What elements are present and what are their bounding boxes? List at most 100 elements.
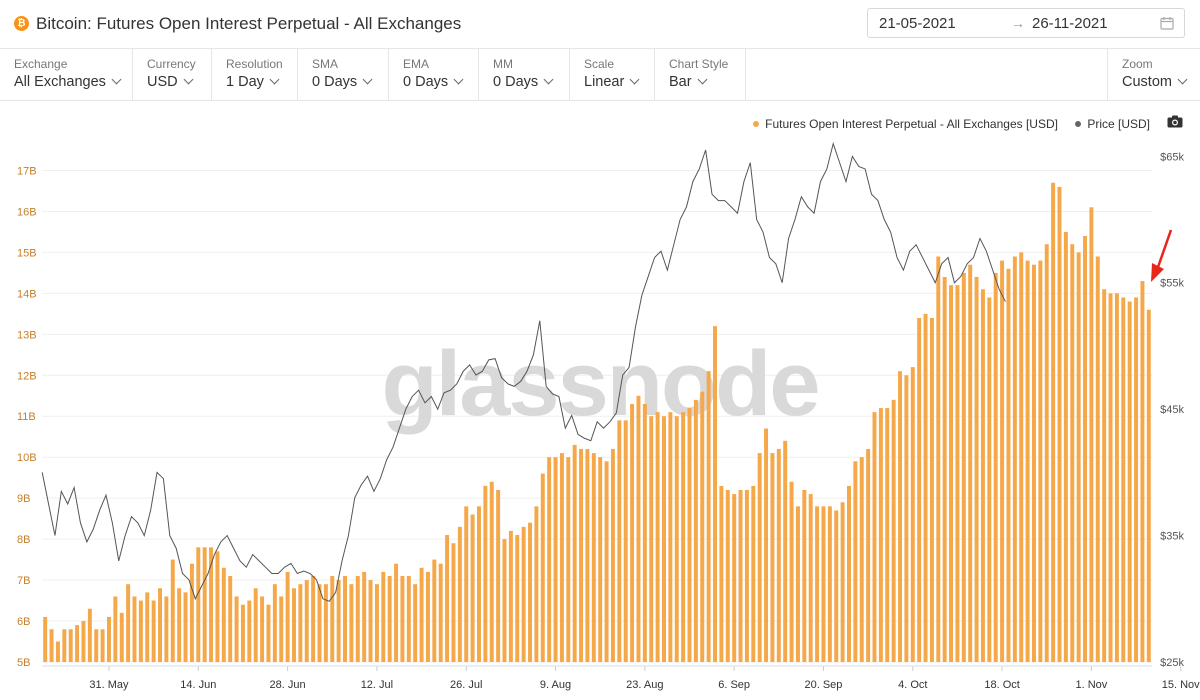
oi-bar bbox=[1127, 301, 1132, 662]
chart-canvas: glassnode 5B 6B 7B 8B 9B 10B 11B 12B 13B 14B 15B 16… bbox=[17, 141, 1200, 691]
legend-item-oi[interactable]: Futures Open Interest Perpetual - All Ex… bbox=[753, 117, 1058, 131]
oi-bar bbox=[853, 461, 858, 662]
oi-bar bbox=[381, 571, 386, 662]
oi-bar bbox=[891, 399, 896, 662]
oi-bar bbox=[1057, 186, 1062, 663]
chart-style-dropdown[interactable]: Chart Style Bar bbox=[655, 48, 746, 100]
date-from[interactable]: 21-05-2021 bbox=[879, 15, 956, 32]
oi-bar bbox=[177, 588, 182, 662]
oi-bar bbox=[655, 412, 660, 662]
oi-bar bbox=[974, 276, 979, 662]
sma-dropdown[interactable]: SMA 0 Days bbox=[298, 48, 389, 100]
legend-dot-oi bbox=[753, 121, 760, 127]
oi-bar bbox=[1114, 293, 1119, 662]
oi-bar bbox=[419, 567, 424, 662]
y-left-tick: 15B bbox=[17, 247, 37, 259]
oi-bar bbox=[1121, 297, 1126, 662]
oi-bar bbox=[349, 584, 354, 662]
oi-bar bbox=[81, 621, 86, 662]
oi-bar bbox=[936, 256, 941, 662]
oi-bar bbox=[107, 616, 111, 662]
oi-bar bbox=[968, 264, 973, 662]
legend-label-price: Price [USD] bbox=[1087, 117, 1150, 131]
watermark-text: glassnode bbox=[381, 333, 818, 435]
oi-bar bbox=[221, 567, 226, 662]
date-to[interactable]: 26-11-2021 bbox=[1032, 15, 1108, 32]
chart-style-value: Bar bbox=[669, 74, 692, 90]
oi-bar bbox=[170, 559, 175, 662]
calendar-icon[interactable] bbox=[1160, 16, 1174, 30]
oi-bar bbox=[757, 453, 762, 662]
chevron-down-icon bbox=[453, 74, 464, 85]
chart-style-label: Chart Style bbox=[669, 57, 729, 71]
y-right-tick: $25k bbox=[1160, 657, 1184, 669]
x-tick-label: 4. Oct bbox=[898, 679, 927, 691]
x-tick-label: 23. Aug bbox=[626, 679, 663, 691]
chevron-down-icon bbox=[111, 74, 122, 85]
oi-bar bbox=[260, 596, 265, 662]
zoom-value: Custom bbox=[1122, 74, 1172, 90]
oi-bar bbox=[1032, 264, 1036, 662]
mm-dropdown[interactable]: MM 0 Days bbox=[479, 48, 570, 100]
oi-bar bbox=[566, 457, 571, 662]
oi-bar bbox=[75, 625, 80, 662]
oi-bar bbox=[387, 575, 392, 662]
oi-bar bbox=[1051, 182, 1056, 662]
oi-bars bbox=[43, 182, 1151, 663]
oi-bar bbox=[878, 408, 883, 662]
oi-bar bbox=[470, 514, 475, 662]
oi-bar bbox=[1000, 260, 1005, 662]
legend-item-price[interactable]: Price [USD] bbox=[1075, 117, 1150, 131]
exchange-dropdown[interactable]: Exchange All Exchanges bbox=[0, 48, 133, 100]
ema-dropdown[interactable]: EMA 0 Days bbox=[389, 48, 479, 100]
oi-bar bbox=[808, 494, 813, 662]
oi-bar bbox=[158, 588, 162, 662]
oi-bar bbox=[642, 403, 647, 662]
oi-bar bbox=[119, 612, 124, 662]
oi-bar bbox=[744, 489, 749, 662]
oi-bar bbox=[834, 510, 839, 662]
oi-bar bbox=[802, 489, 807, 662]
oi-bar bbox=[872, 412, 877, 662]
date-range-picker[interactable]: 21-05-2021 → 26-11-2021 bbox=[867, 8, 1185, 38]
oi-bar bbox=[585, 449, 590, 662]
y-right-tick: $65k bbox=[1160, 151, 1184, 163]
oi-bar bbox=[706, 371, 711, 662]
oi-bar bbox=[827, 506, 832, 662]
currency-value: USD bbox=[147, 74, 178, 90]
oi-bar bbox=[489, 481, 494, 662]
oi-bar bbox=[406, 575, 411, 662]
oi-bar bbox=[496, 489, 501, 662]
oi-bar bbox=[164, 596, 169, 662]
oi-bar bbox=[949, 285, 954, 662]
oi-bar bbox=[693, 399, 698, 662]
camera-icon[interactable] bbox=[1167, 115, 1183, 128]
oi-bar bbox=[929, 317, 934, 662]
oi-bar bbox=[1089, 207, 1094, 662]
oi-bar bbox=[840, 502, 845, 662]
x-tick-label: 14. Jun bbox=[180, 679, 216, 691]
oi-bar bbox=[330, 575, 335, 662]
zoom-dropdown[interactable]: Zoom Custom bbox=[1107, 48, 1200, 100]
oi-bar bbox=[795, 506, 800, 662]
oi-bar bbox=[285, 571, 290, 662]
oi-bar bbox=[355, 575, 360, 662]
oi-bar bbox=[292, 588, 296, 662]
ema-label: EMA bbox=[403, 57, 430, 71]
oi-bar bbox=[1025, 260, 1030, 662]
y-axis-right: $25k $35k $45k $55k $65k bbox=[1160, 151, 1184, 669]
scale-dropdown[interactable]: Scale Linear bbox=[570, 48, 655, 100]
legend-label-oi: Futures Open Interest Perpetual - All Ex… bbox=[765, 117, 1058, 131]
oi-bar bbox=[764, 428, 769, 662]
oi-bar bbox=[572, 444, 577, 662]
oi-bar bbox=[955, 285, 960, 662]
currency-dropdown[interactable]: Currency USD bbox=[133, 48, 212, 100]
oi-bar bbox=[821, 506, 826, 662]
oi-bar bbox=[183, 592, 188, 662]
oi-bar bbox=[336, 580, 341, 662]
chevron-down-icon bbox=[1177, 74, 1188, 85]
resolution-dropdown[interactable]: Resolution 1 Day bbox=[212, 48, 298, 100]
oi-bar bbox=[432, 559, 437, 662]
oi-bar bbox=[234, 596, 239, 662]
oi-bar bbox=[1083, 236, 1087, 662]
